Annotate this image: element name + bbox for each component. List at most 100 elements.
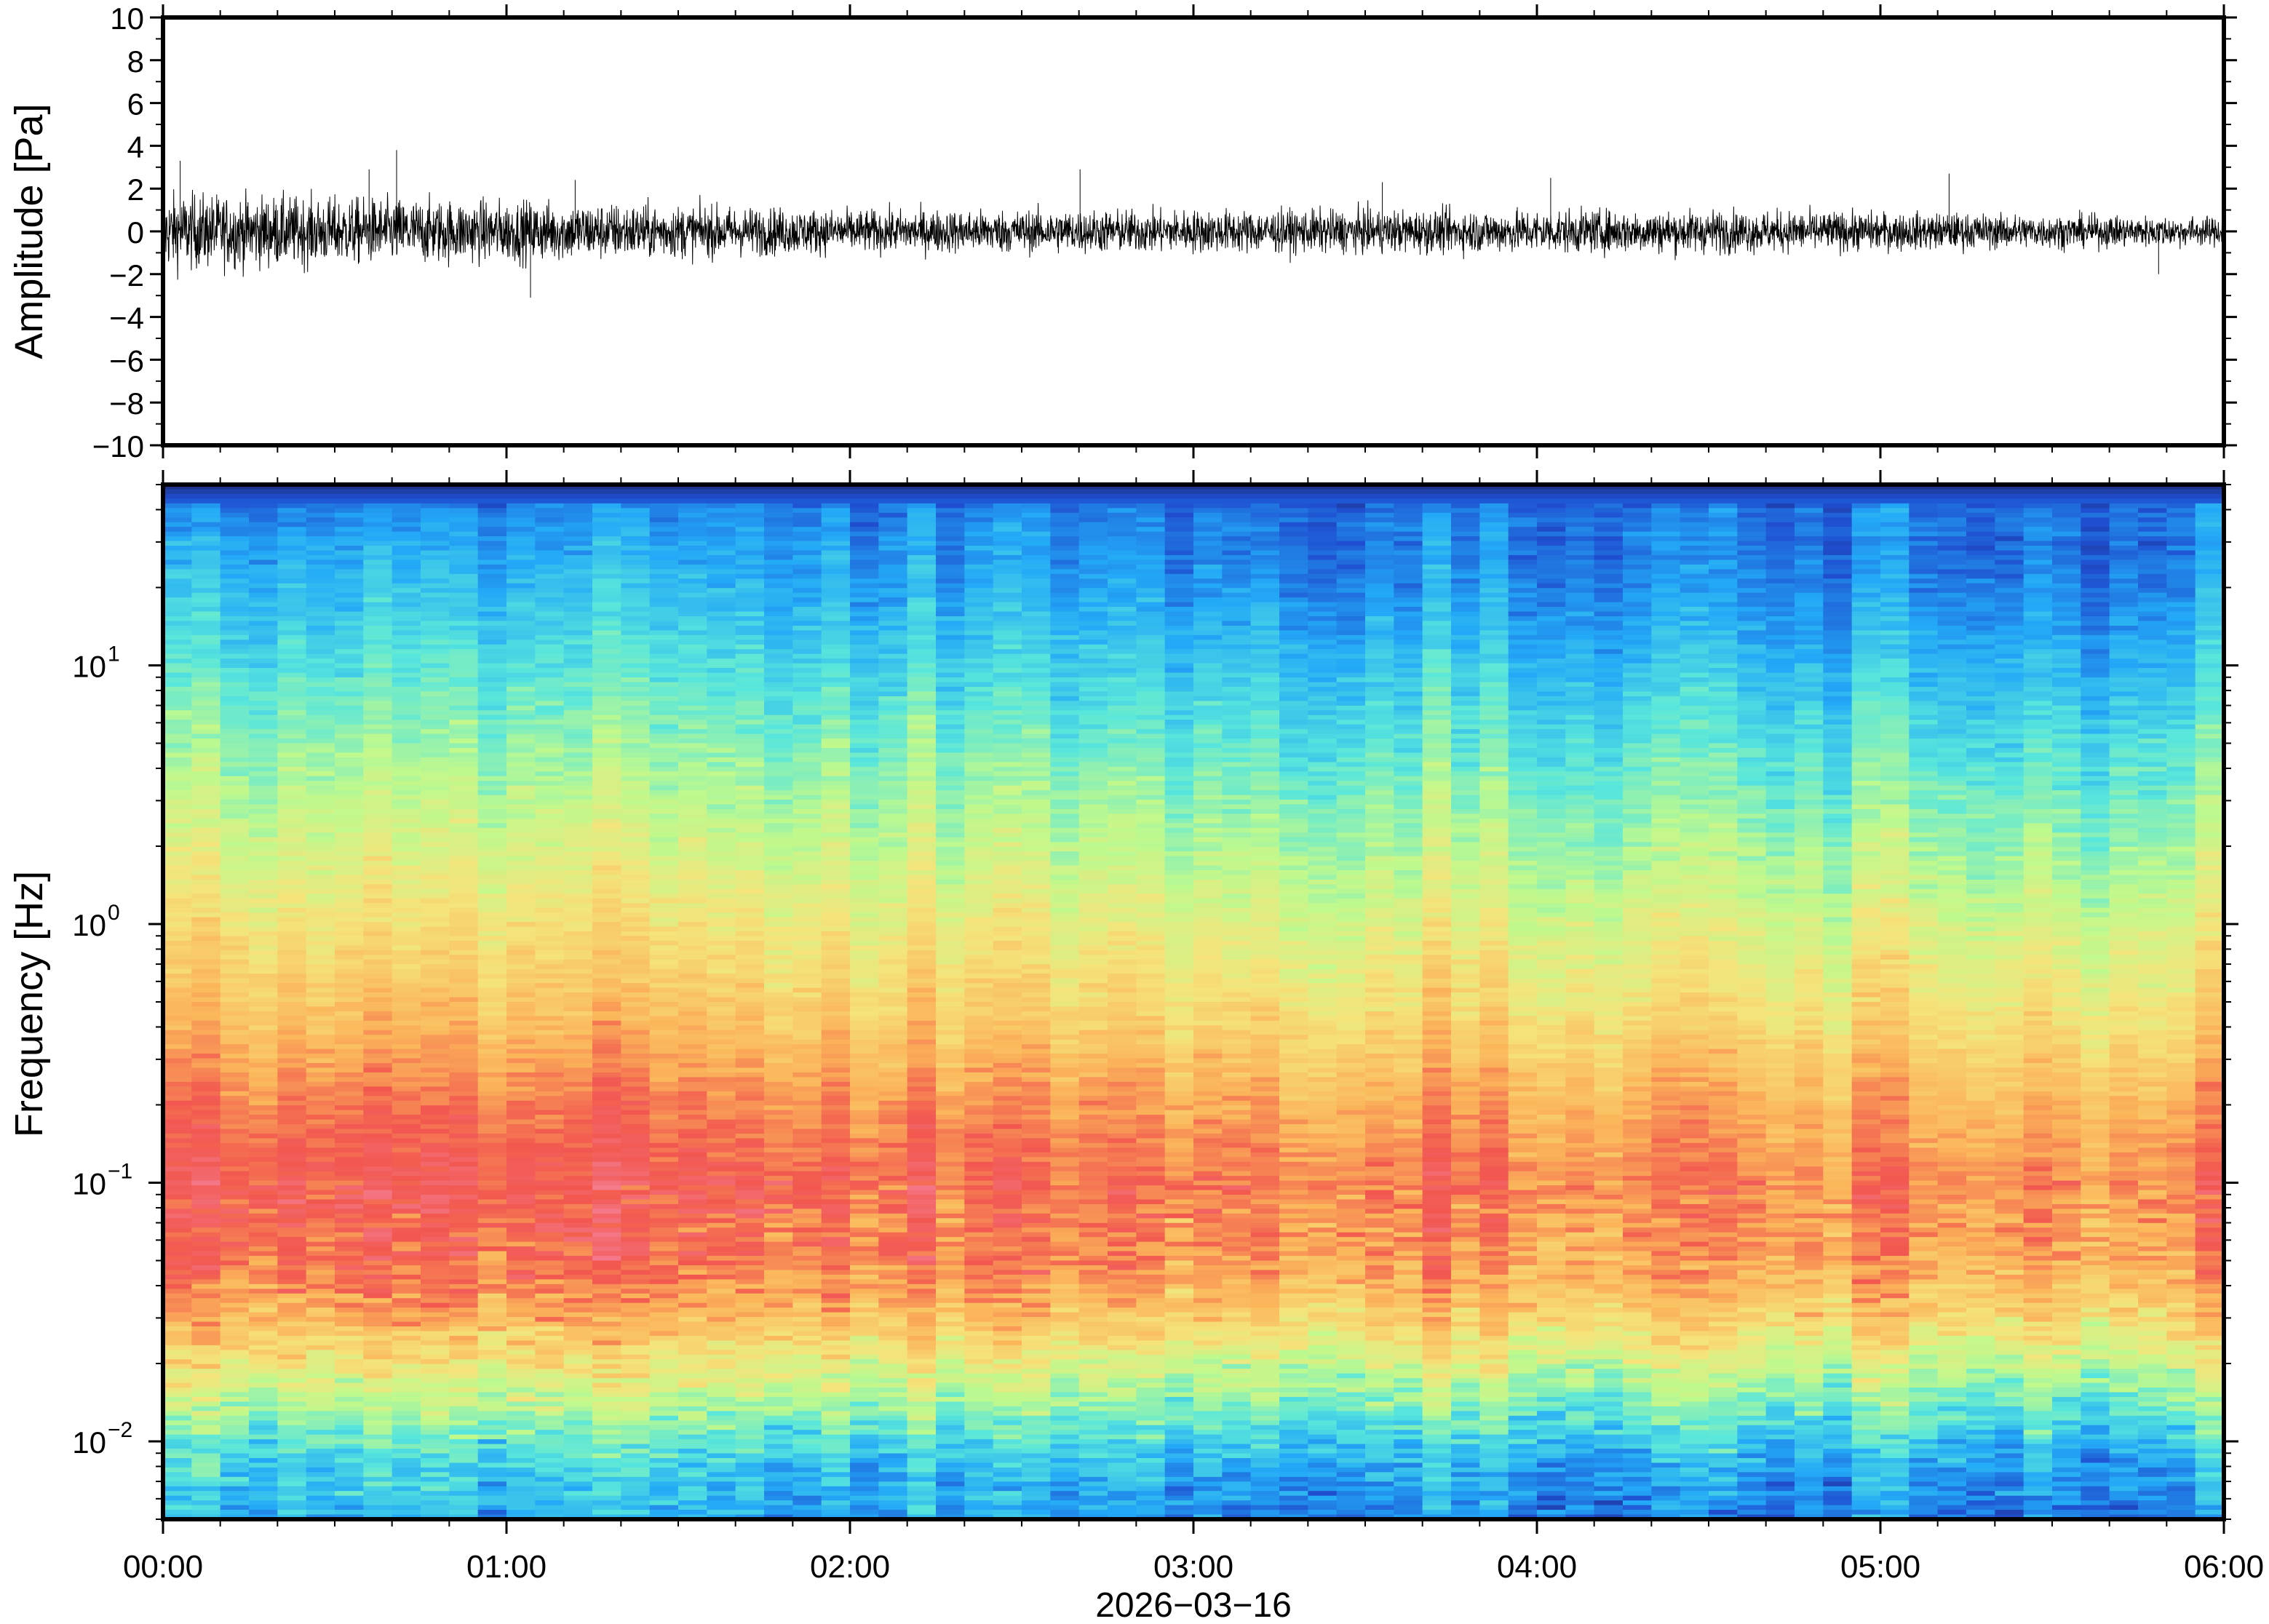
spectrogram-cell [191,1081,221,1087]
spectrogram-cell [220,554,250,561]
spectrogram-cell [592,1472,621,1478]
spectrogram-cell [707,1302,736,1308]
spectrogram-cell [506,1115,536,1121]
spectrogram-cell [707,1044,736,1050]
spectrogram-cell [535,621,565,626]
spectrogram-cell [220,893,250,899]
spectrogram-cell [191,884,221,890]
spectrogram-cell [678,724,707,730]
spectrogram-cell [449,1425,479,1430]
spectrogram-cell [678,1081,707,1087]
spectrogram-cell [335,1401,364,1407]
spectrogram-cell [535,1462,565,1468]
spectrogram-cell [592,588,621,594]
spectrogram-cell [678,1246,707,1252]
spectrogram-cell [191,888,221,894]
spectrogram-cell [191,842,221,848]
spectrogram-cell [735,1241,765,1247]
spectrogram-cell [592,974,621,979]
spectrogram-cell [363,583,393,589]
spectrogram-cell [277,912,307,918]
spectrogram-cell [191,964,221,970]
spectrogram-cell [535,682,565,688]
spectrogram-cell [163,1411,192,1417]
spectrogram-cell [249,1476,278,1482]
spectrogram-cell [678,1190,707,1195]
spectrogram-cell [735,846,765,852]
spectrogram-cell [392,564,421,570]
spectrogram-cell [764,1199,793,1205]
spectrogram-cell [621,1096,651,1102]
spectrogram-cell [220,531,250,537]
spectrogram-cell [220,846,250,852]
spectrogram-cell [477,1100,507,1106]
spectrogram-cell [563,1218,593,1224]
spectrogram-cell [707,715,736,720]
spectrogram-cell [592,1232,621,1238]
spectrogram-cell [249,649,278,655]
spectrogram-cell [707,739,736,744]
spectrogram-cell [306,715,335,720]
spectrogram-cell [220,827,250,833]
spectrogram-cell [392,485,421,490]
spectrogram-cell [563,1495,593,1501]
spectrogram-cell [764,720,793,725]
spectrogram-cell [477,1227,507,1233]
spectrogram-cell [621,644,651,650]
spectrogram-cell [477,1392,507,1398]
spectrogram-cell [506,1289,536,1294]
spectrogram-cell [506,931,536,937]
spectrogram-cell [335,682,364,688]
spectrogram-cell [335,554,364,561]
spectrogram-cell [163,903,192,909]
spectrogram-cell [249,1072,278,1078]
spectrogram-cell [277,1481,307,1487]
spectrogram-cell [220,653,250,659]
spectrogram-cell [506,800,536,805]
spectrogram-cell [335,1495,364,1501]
spectrogram-cell [592,1444,621,1449]
spectrogram-cell [220,1335,250,1341]
spectrogram-cell [163,771,192,777]
spectrogram-cell [506,888,536,894]
spectrogram-cell [449,870,479,876]
spectrogram-cell [649,922,679,928]
spectrogram-cell [191,1430,221,1436]
spectrogram-cell [421,1265,450,1271]
spectrogram-cell [535,1425,565,1430]
spectrogram-cell [678,541,707,546]
spectrogram-cell [277,588,307,594]
spectrogram-cell [764,498,793,504]
spectrogram-cell [477,1293,507,1299]
spectrogram-cell [363,851,393,857]
spectrogram-cell [506,827,536,833]
spectrogram-cell [535,771,565,777]
spectrogram-cell [477,512,507,518]
spectrogram-cell [392,588,421,594]
spectrogram-cell [506,1002,536,1008]
spectrogram-cell [220,747,250,754]
spectrogram-cell [363,602,393,608]
spectrogram-cell [220,1100,250,1106]
spectrogram-cell [621,1063,651,1069]
spectrogram-cell [421,1110,450,1115]
spectrogram-cell [363,710,393,716]
spectrogram-cell [707,1119,736,1125]
spectrogram-cell [335,1425,364,1430]
spectrogram-cell [421,705,450,711]
spectrogram-cell [563,1415,593,1421]
spectrogram-cell [220,1176,250,1182]
spectrogram-cell [678,1063,707,1069]
spectrogram-cell [506,1203,536,1209]
spectrogram-cell [363,1312,393,1318]
spectrogram-cell [392,1081,421,1087]
spectrogram-cell [678,517,707,523]
spectrogram-cell [678,701,707,706]
spectrogram-cell [421,512,450,518]
spectrogram-cell [249,964,278,970]
spectrogram-cell [707,983,736,989]
spectrogram-cell [649,1115,679,1121]
spectrogram-cell [506,536,536,542]
spectrogram-cell [421,739,450,744]
spectrogram-cell [506,893,536,899]
